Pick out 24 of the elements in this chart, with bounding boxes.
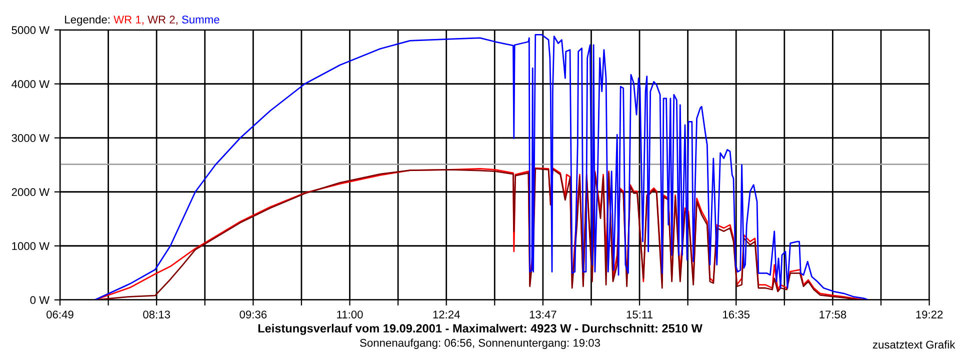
text: zusatztext Grafik <box>872 340 956 349</box>
text: Sonnenaufgang: 06:56, Sonnenuntergang: 19:03 <box>360 338 600 349</box>
text: WR 1, <box>114 16 144 25</box>
text: Summe <box>182 16 220 24</box>
y-tick-label: 1000 W <box>12 242 50 250</box>
text: WR 2, <box>148 16 178 25</box>
y-tick-label: 2000 W <box>12 188 50 196</box>
x-tick-label: 06:49 <box>46 310 74 318</box>
legend-title: Legende: <box>65 15 110 26</box>
line-series <box>94 34 870 300</box>
text: Leistungsverlauf vom 19.09.2001 - Maximalwert: 4923 W - Durchschnitt: 2510 W <box>258 324 702 335</box>
x-tick-label: 16:35 <box>723 310 750 318</box>
x-tick-label: 17:58 <box>820 310 846 318</box>
x-tick-label: 19:22 <box>916 310 943 318</box>
y-tick-label: 5000 W <box>12 26 50 34</box>
x-tick-label: 11:00 <box>337 310 363 318</box>
x-tick-label: 09:36 <box>240 310 267 318</box>
y-tick-label: 3000 W <box>12 134 50 142</box>
y-tick-label: 4000 W <box>12 80 50 88</box>
x-tick-label: 08:13 <box>143 310 170 318</box>
x-tick-label: 13:47 <box>530 310 556 318</box>
y-tick-label: 0 W <box>30 296 50 304</box>
x-tick-label: 15:11 <box>626 310 652 318</box>
x-tick-label: 12:24 <box>433 310 460 318</box>
